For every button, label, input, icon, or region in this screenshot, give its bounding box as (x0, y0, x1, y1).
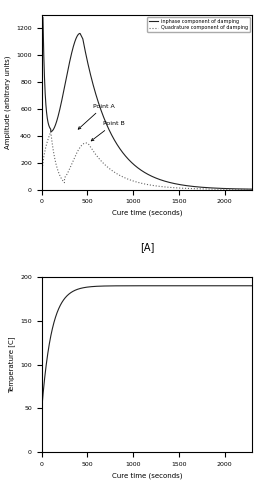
Y-axis label: Amplitude (arbitrary units): Amplitude (arbitrary units) (4, 55, 11, 149)
X-axis label: Cure time (seconds): Cure time (seconds) (112, 210, 182, 216)
Text: Point B: Point B (91, 121, 125, 141)
Y-axis label: Temperature [C]: Temperature [C] (8, 336, 15, 393)
Text: Point A: Point A (78, 104, 115, 129)
Text: [A]: [A] (140, 242, 154, 252)
X-axis label: Cure time (seconds): Cure time (seconds) (112, 472, 182, 479)
Legend: inphase component of damping, Quadrature component of damping: inphase component of damping, Quadrature… (147, 17, 250, 33)
